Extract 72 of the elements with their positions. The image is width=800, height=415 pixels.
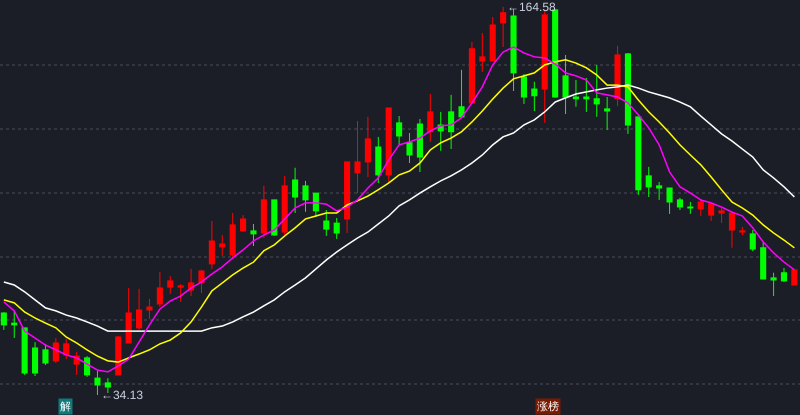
candlestick [676, 197, 684, 211]
candlestick [219, 234, 226, 256]
candlestick [490, 16, 496, 62]
candlestick [63, 338, 70, 360]
candlestick [604, 96, 610, 130]
candlestick [791, 269, 798, 286]
candlestick [427, 94, 434, 142]
candlestick [22, 327, 28, 376]
candlestick [646, 166, 652, 198]
candlestick [364, 116, 371, 178]
candlestick [178, 284, 184, 302]
annotation: ←164.58 [507, 0, 556, 14]
candlestick [448, 94, 454, 150]
candlestick [386, 107, 392, 183]
candlestick [728, 212, 736, 248]
candlestick [708, 204, 714, 222]
candlestick [624, 52, 631, 134]
candlestick [42, 343, 48, 366]
candlestick [126, 287, 132, 344]
candlestick [698, 198, 704, 216]
candlestick [750, 229, 756, 252]
candlestick [11, 310, 18, 338]
candlestick [282, 175, 288, 236]
candlestick [354, 120, 361, 194]
candlestick [292, 167, 298, 214]
candlestick [250, 224, 257, 247]
candlestick [156, 271, 163, 308]
candlestick [344, 161, 350, 234]
candlestick [458, 69, 465, 118]
annotation: 解 [60, 400, 71, 413]
candlestick [531, 81, 538, 112]
candlestick [666, 188, 673, 214]
candlestick [167, 276, 174, 294]
candlestick [260, 185, 267, 238]
candlestick [520, 74, 527, 104]
candlestick [208, 220, 215, 270]
candlestick [375, 136, 382, 184]
candlestick [406, 132, 413, 164]
candlestick [614, 45, 621, 106]
candlestick [323, 210, 330, 236]
candlestick [770, 272, 777, 296]
candlestick [230, 212, 236, 258]
candlestick [718, 207, 725, 224]
candlestick [0, 312, 7, 330]
candlestick [500, 6, 506, 48]
candlestick [780, 268, 788, 283]
candlestick [115, 335, 122, 376]
candlestick [760, 241, 766, 280]
candlestick [396, 116, 402, 146]
candlestick [334, 218, 340, 240]
candlestick [94, 370, 101, 396]
candlestick [302, 180, 309, 212]
candlestick [687, 202, 694, 214]
candlestick [656, 182, 662, 200]
candlestick [635, 116, 642, 196]
candlestick [468, 41, 475, 104]
candlestick [562, 54, 569, 114]
candlestick [479, 32, 486, 72]
candlestick [240, 214, 246, 233]
candlestick [136, 288, 142, 330]
candlestick [739, 226, 746, 236]
candlestick [52, 337, 59, 364]
candlestick [572, 80, 579, 108]
candlestick [416, 118, 423, 172]
candlestick [32, 342, 38, 377]
candlestick [312, 192, 319, 218]
candlestick [146, 298, 153, 320]
candlestick [594, 64, 600, 118]
annotation: ←34.13 [101, 388, 144, 402]
candlestick [271, 199, 278, 236]
candlestick [583, 77, 590, 112]
annotation: 涨榜 [537, 400, 559, 413]
